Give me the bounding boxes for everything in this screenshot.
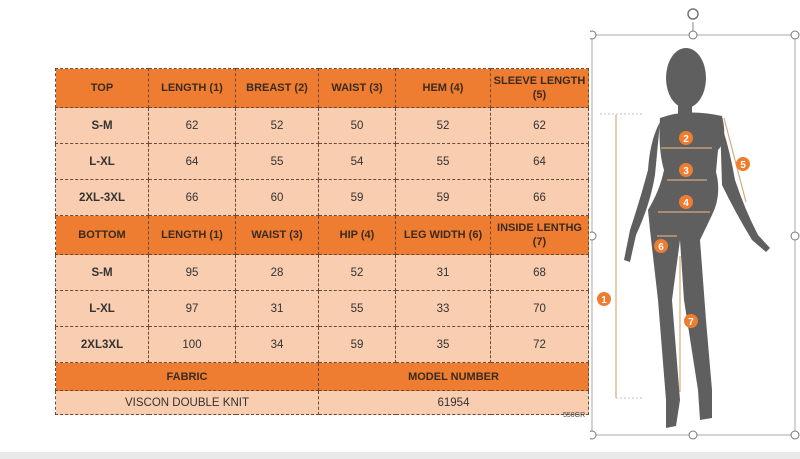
- column-header: SLEEVE LENGTH (5): [490, 68, 589, 108]
- column-header: LENGTH (1): [148, 215, 236, 255]
- value-cell: 52: [318, 254, 396, 291]
- table-row: L-XL 64 55 54 55 64: [55, 143, 589, 180]
- model-number-header: MODEL NUMBER: [318, 362, 589, 391]
- value-cell: 55: [318, 290, 396, 327]
- rotate-handle-icon[interactable]: [687, 8, 699, 20]
- body-measurement-figure[interactable]: 1 2 3 4 5 6 7: [590, 5, 800, 445]
- fabric-header-row: FABRIC MODEL NUMBER: [55, 362, 589, 391]
- measurement-marker: 1: [597, 292, 611, 306]
- svg-text:5: 5: [740, 160, 746, 171]
- svg-text:7: 7: [688, 317, 694, 328]
- value-cell: 55: [235, 143, 319, 180]
- resize-handle[interactable]: [590, 231, 597, 241]
- value-cell: 66: [148, 179, 236, 216]
- svg-text:3: 3: [683, 166, 689, 177]
- resize-handle[interactable]: [688, 30, 698, 40]
- fabric-value-row: VISCON DOUBLE KNIT 61954: [55, 390, 589, 415]
- value-cell: 52: [395, 107, 491, 144]
- svg-text:6: 6: [658, 242, 664, 253]
- size-cell: L-XL: [55, 290, 149, 327]
- value-cell: 34: [235, 326, 319, 363]
- column-header: WAIST (3): [318, 68, 396, 108]
- measurement-marker: 6: [654, 239, 668, 253]
- value-cell: 35: [395, 326, 491, 363]
- value-cell: 28: [235, 254, 319, 291]
- measurement-marker: 5: [736, 157, 750, 171]
- value-cell: 31: [235, 290, 319, 327]
- value-cell: 68: [490, 254, 589, 291]
- value-cell: 55: [395, 143, 491, 180]
- value-cell: 62: [148, 107, 236, 144]
- value-cell: 50: [318, 107, 396, 144]
- value-cell: 97: [148, 290, 236, 327]
- measurement-marker: 4: [679, 195, 693, 209]
- value-cell: 59: [318, 326, 396, 363]
- weight-label: 550GR: [563, 412, 586, 419]
- size-cell: S-M: [55, 254, 149, 291]
- table-row: S-M 62 52 50 52 62: [55, 107, 589, 144]
- table-row: 2XL3XL 100 34 59 35 72: [55, 326, 589, 363]
- resize-handle[interactable]: [790, 430, 800, 440]
- value-cell: 59: [318, 179, 396, 216]
- value-cell: 31: [395, 254, 491, 291]
- value-cell: 66: [490, 179, 589, 216]
- svg-text:2: 2: [683, 134, 689, 145]
- table-row: L-XL 97 31 55 33 70: [55, 290, 589, 327]
- table-row: S-M 95 28 52 31 68: [55, 254, 589, 291]
- fabric-header: FABRIC: [55, 362, 319, 391]
- model-number-value: 61954: [318, 390, 589, 415]
- column-header: INSIDE LENTHG (7): [490, 215, 589, 255]
- value-cell: 72: [490, 326, 589, 363]
- value-cell: 64: [490, 143, 589, 180]
- size-cell: 2XL3XL: [55, 326, 149, 363]
- measurement-arrows: [600, 113, 747, 399]
- header-row: BOTTOM LENGTH (1) WAIST (3) HIP (4) LEG WIDT…: [55, 215, 589, 255]
- value-cell: 54: [318, 143, 396, 180]
- resize-handle[interactable]: [790, 231, 800, 241]
- column-header: LENGTH (1): [148, 68, 236, 108]
- svg-text:4: 4: [683, 198, 689, 209]
- size-cell: 2XL-3XL: [55, 179, 149, 216]
- table-row: 2XL-3XL 66 60 59 59 66: [55, 179, 589, 216]
- fabric-value: VISCON DOUBLE KNIT: [55, 390, 319, 415]
- size-cell: L-XL: [55, 143, 149, 180]
- column-header: BOTTOM: [55, 215, 149, 255]
- svg-text:1: 1: [601, 295, 607, 306]
- column-header: HIP (4): [318, 215, 396, 255]
- size-chart-table: TOP LENGTH (1) BREAST (2) WAIST (3) HEM (4) S…: [55, 68, 589, 415]
- value-cell: 70: [490, 290, 589, 327]
- measurement-marker: 2: [679, 131, 693, 145]
- column-header: WAIST (3): [235, 215, 319, 255]
- measurement-marker: 3: [679, 163, 693, 177]
- column-header: BREAST (2): [235, 68, 319, 108]
- size-cell: S-M: [55, 107, 149, 144]
- value-cell: 52: [235, 107, 319, 144]
- resize-handle[interactable]: [590, 30, 597, 40]
- value-cell: 62: [490, 107, 589, 144]
- resize-handle[interactable]: [790, 30, 800, 40]
- value-cell: 100: [148, 326, 236, 363]
- value-cell: 60: [235, 179, 319, 216]
- header-row: TOP LENGTH (1) BREAST (2) WAIST (3) HEM (4) S…: [55, 68, 589, 108]
- value-cell: 64: [148, 143, 236, 180]
- resize-handle[interactable]: [590, 430, 597, 440]
- value-cell: 33: [395, 290, 491, 327]
- measurement-marker: 7: [684, 314, 698, 328]
- value-cell: 95: [148, 254, 236, 291]
- column-header: TOP: [55, 68, 149, 108]
- column-header: LEG WIDTH (6): [395, 215, 491, 255]
- value-cell: 59: [395, 179, 491, 216]
- woman-silhouette: [624, 48, 770, 428]
- column-header: HEM (4): [395, 68, 491, 108]
- resize-handle[interactable]: [688, 430, 698, 440]
